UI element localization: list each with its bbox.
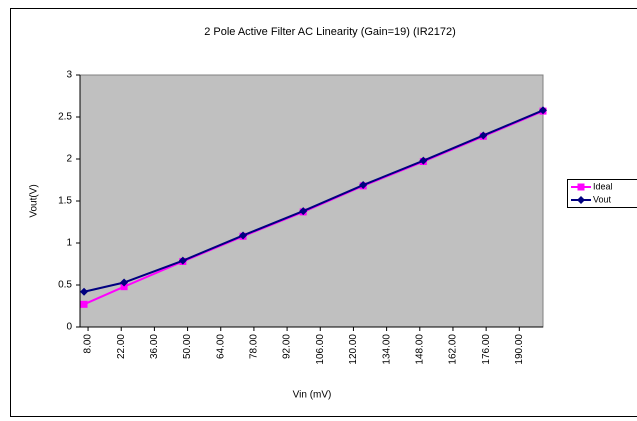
marker: [178, 256, 187, 265]
plot-area: [79, 74, 544, 328]
marker: [419, 156, 428, 165]
x-tick-label: 92.00: [282, 334, 293, 359]
y-axis-label: Vout(V): [29, 184, 40, 217]
series: [80, 106, 547, 296]
x-tick-label: 78.00: [249, 334, 260, 359]
x-tick-label: 64.00: [215, 334, 226, 359]
x-tick-label: 162.00: [448, 334, 459, 365]
x-tick-label: 36.00: [149, 334, 160, 359]
legend-label: Vout: [593, 194, 612, 204]
x-tick-label: 190.00: [514, 334, 525, 365]
marker: [299, 207, 308, 216]
legend: Ideal Vout: [567, 179, 637, 208]
legend-marker: [577, 183, 585, 191]
marker: [239, 231, 248, 240]
y-tick-label: 1.5: [58, 196, 72, 207]
y-tick-label: 0.5: [58, 280, 72, 291]
legend-marker: [577, 196, 585, 204]
x-tick-label: 176.00: [481, 334, 492, 365]
y-tick-label: 2.5: [58, 112, 72, 123]
x-tick-label: 50.00: [182, 334, 193, 359]
y-tick-label: 3: [66, 70, 72, 81]
x-tick-label: 22.00: [116, 334, 127, 359]
marker: [120, 278, 129, 287]
y-tick-label: 1: [66, 238, 72, 249]
marker: [80, 287, 89, 296]
marker: [120, 283, 128, 291]
x-tick-label: 8.00: [83, 334, 94, 354]
marker: [359, 181, 368, 190]
x-axis-label: Vin (mV): [293, 390, 332, 401]
y-tick-label: 2: [66, 154, 72, 165]
x-tick-label: 120.00: [348, 334, 359, 365]
legend-label: Ideal: [593, 181, 613, 191]
marker: [539, 106, 547, 115]
marker: [80, 300, 88, 308]
x-tick-label: 134.00: [381, 334, 392, 365]
x-tick-label: 148.00: [414, 334, 425, 365]
y-tick-label: 0: [66, 322, 72, 333]
marker: [479, 131, 488, 140]
x-tick-label: 106.00: [315, 334, 326, 365]
chart-title: 2 Pole Active Filter AC Linearity (Gain=…: [204, 26, 456, 38]
